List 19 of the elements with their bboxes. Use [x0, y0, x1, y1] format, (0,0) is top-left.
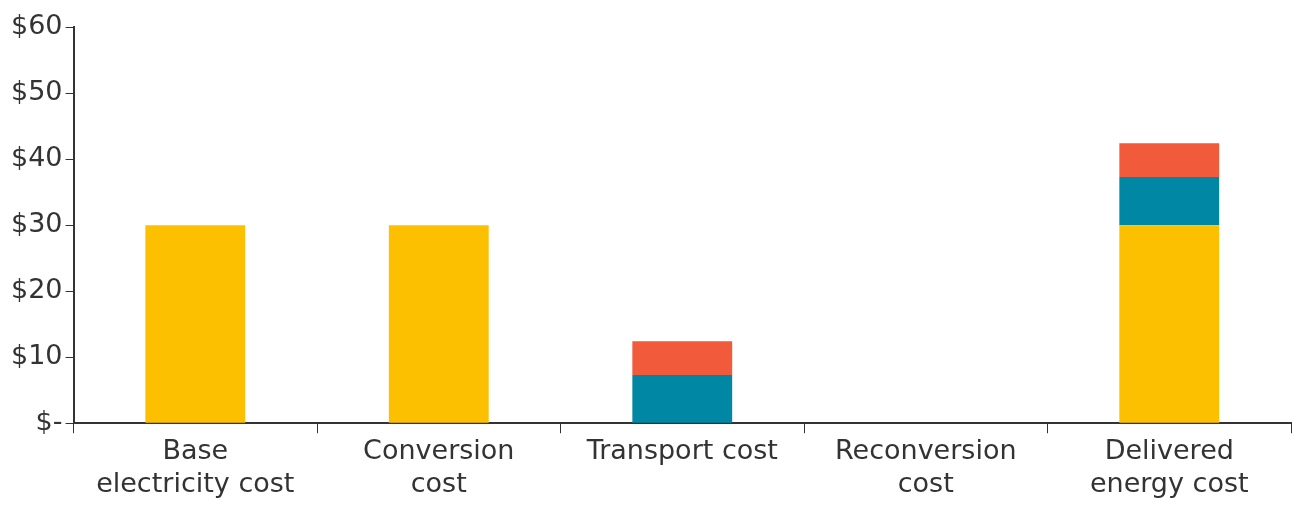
x-tick-label: Delivered energy cost: [1089, 434, 1249, 498]
bar: [632, 375, 733, 423]
bar: [1119, 143, 1220, 178]
bar: [145, 225, 246, 423]
y-tick-label: $10: [10, 339, 63, 371]
bar: [632, 341, 733, 376]
bar: [1119, 177, 1220, 226]
y-tick-label: $40: [10, 141, 63, 173]
y-tick-label: $50: [10, 75, 63, 107]
x-tick-label: Transport cost: [585, 434, 778, 466]
x-tick-label: Base electricity cost: [96, 434, 295, 498]
y-tick-label: $30: [10, 207, 63, 239]
x-tick-label: Conversion cost: [363, 434, 515, 498]
bar: [1119, 225, 1220, 423]
y-tick-label: $60: [10, 9, 63, 41]
y-tick-label: $20: [10, 273, 63, 305]
bar: [388, 225, 489, 423]
y-tick-label: $-: [35, 405, 63, 437]
x-tick-label: Reconversion cost: [834, 434, 1017, 498]
